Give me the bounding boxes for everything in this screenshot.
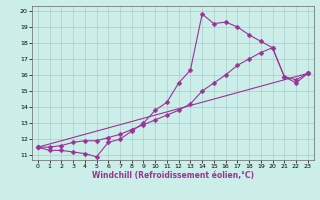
- X-axis label: Windchill (Refroidissement éolien,°C): Windchill (Refroidissement éolien,°C): [92, 171, 254, 180]
